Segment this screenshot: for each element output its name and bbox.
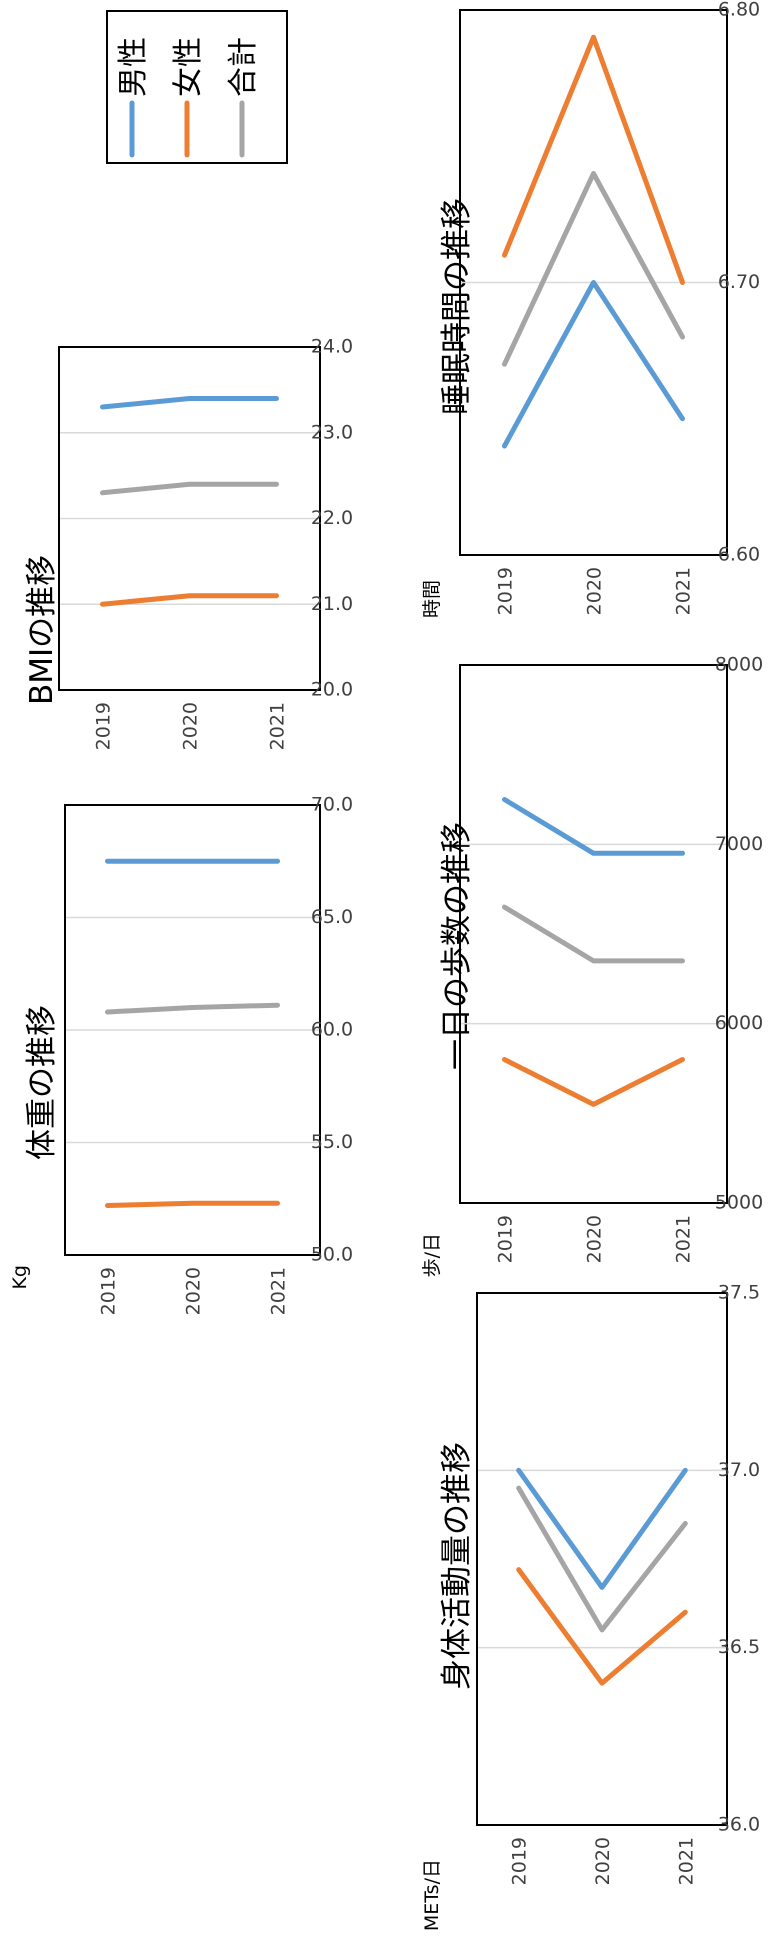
category-tick-label: 2020 — [180, 702, 202, 750]
plot-frame — [459, 9, 728, 556]
series-line-total — [105, 1002, 280, 1015]
chart-title: 身体活動量の推移 — [439, 1442, 475, 1690]
value-tick-label: 36.5 — [718, 1636, 760, 1658]
series-line-male — [100, 396, 279, 410]
value-tick-label: 60.0 — [311, 1019, 353, 1041]
category-tick-label: 2020 — [584, 567, 606, 615]
category-tick-label: 2019 — [98, 1267, 120, 1315]
value-tick-label: 6.80 — [718, 0, 760, 21]
value-tick-label: 6000 — [715, 1012, 763, 1034]
category-tick-label: 2019 — [495, 567, 517, 615]
value-tick-label: 22.0 — [311, 507, 353, 529]
category-tick-label: 2021 — [673, 567, 695, 615]
series-line-total — [100, 481, 279, 496]
category-tick-label: 2021 — [268, 1267, 290, 1315]
chart-3: 身体活動量の推移 37.5 37.0 36.5 36.0 2019 2020 2021 METs… — [421, 1282, 760, 1932]
value-tick-label: 21.0 — [311, 593, 353, 615]
axis-unit-label: 時間 — [421, 580, 443, 618]
category-tick-label: 2020 — [584, 1215, 606, 1263]
series-line-male — [502, 280, 685, 449]
plot-frame — [58, 346, 321, 691]
series-line-female — [502, 1057, 685, 1107]
axis-unit-label: Kg — [9, 1265, 31, 1290]
series-line-female — [502, 34, 685, 285]
value-tick-label: 37.0 — [718, 1459, 760, 1481]
value-tick-label: 7000 — [715, 833, 763, 855]
plot-frame — [476, 1292, 728, 1826]
series-line-female — [105, 1200, 280, 1208]
value-tick-label: 36.0 — [718, 1814, 760, 1836]
category-tick-label: 2020 — [183, 1267, 205, 1315]
value-tick-label: 8000 — [715, 654, 763, 676]
value-tick-label: 55.0 — [311, 1131, 353, 1153]
series-line-total — [502, 171, 685, 367]
axis-unit-label: METs/日 — [421, 1859, 443, 1931]
value-tick-label: 65.0 — [311, 906, 353, 928]
value-tick-label: 23.0 — [311, 421, 353, 443]
category-tick-label: 2021 — [673, 1215, 695, 1263]
series-line-female — [100, 593, 279, 607]
series-line-male — [502, 797, 685, 856]
category-tick-label: 2019 — [509, 1837, 531, 1885]
value-tick-label: 37.5 — [718, 1282, 760, 1304]
category-tick-label: 2021 — [675, 1837, 697, 1885]
series-line-male — [516, 1467, 688, 1590]
value-tick-label: 70.0 — [311, 794, 353, 816]
chart-5: 睡眠時間の推移 6.80 6.70 6.60 2019 2020 2021 時間 — [421, 0, 760, 618]
category-tick-label: 2019 — [93, 702, 115, 750]
value-tick-label: 6.60 — [718, 544, 760, 566]
legend-label-total: 合計 — [226, 37, 261, 97]
legend-label-male: 男性 — [116, 37, 151, 97]
chart-title: 一日の歩数の推移 — [439, 822, 475, 1070]
plot-frame — [459, 664, 728, 1204]
series-line-total — [516, 1485, 688, 1633]
category-tick-label: 2020 — [592, 1837, 614, 1885]
value-tick-label: 20.0 — [311, 679, 353, 701]
category-tick-label: 2021 — [267, 702, 289, 750]
chart-2: BMIの推移 24.0 23.0 22.0 21.0 20.0 2019 2020 2021 — [24, 336, 353, 751]
chart-1: 体重の推移 70.0 65.0 60.0 55.0 50.0 2019 2020 2021 Kg — [9, 794, 353, 1316]
value-tick-label: 6.70 — [718, 271, 760, 293]
chart-title: 睡眠時間の推移 — [439, 198, 475, 415]
value-tick-label: 5000 — [715, 1192, 763, 1214]
axis-unit-label: 歩/日 — [421, 1233, 443, 1277]
legend-label-female: 女性 — [171, 37, 206, 97]
value-tick-label: 24.0 — [311, 336, 353, 358]
category-tick-label: 2019 — [495, 1215, 517, 1263]
legend: 男性 女性 合計 — [106, 10, 288, 164]
value-tick-label: 50.0 — [311, 1244, 353, 1266]
chart-title: BMIの推移 — [24, 555, 60, 705]
plot-frame — [64, 804, 321, 1256]
series-line-total — [502, 904, 685, 964]
chart-4: 一日の歩数の推移 8000 7000 6000 5000 2019 2020 2021 歩/日 — [421, 654, 763, 1278]
series-line-female — [516, 1567, 688, 1686]
chart-title: 体重の推移 — [24, 1005, 60, 1160]
